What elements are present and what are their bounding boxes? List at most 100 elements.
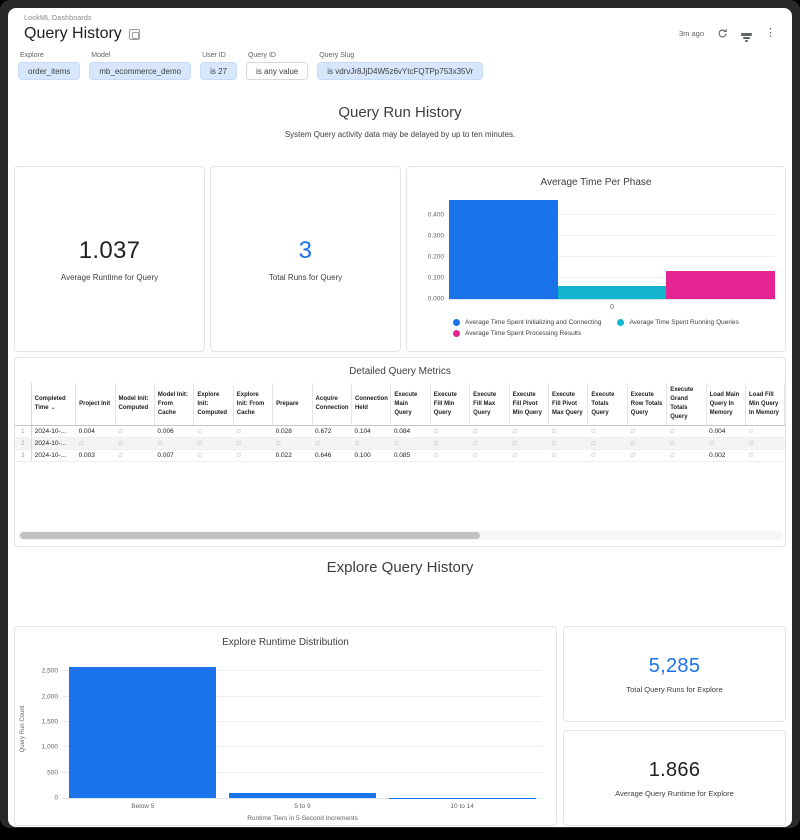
table-cell[interactable]: 0.085 [390,449,431,462]
column-header-explore-init-computed[interactable]: Explore Init: Computed [193,383,234,426]
table-cell[interactable]: ∅ [115,449,155,462]
refresh-icon[interactable] [717,28,728,39]
scrollbar-thumb[interactable] [20,532,480,539]
table-cell[interactable]: 0.006 [154,425,194,438]
table-cell[interactable]: ∅ [627,425,667,438]
column-header-execute-fill-min-query[interactable]: Execute Fill Min Query [430,383,471,426]
table-cell[interactable]: 0.022 [272,449,313,462]
column-header-execute-main-query[interactable]: Execute Main Query [390,383,431,426]
column-header-acquire-connection[interactable]: Acquire Connection [312,383,352,426]
table-cell[interactable]: ∅ [666,437,707,450]
table-cell[interactable]: ∅ [548,437,588,450]
table-cell[interactable]: 2024-10-... [31,425,76,438]
column-header-execute-row-totals-query[interactable]: Execute Row Totals Query [627,383,668,426]
filter-chip-query-id[interactable]: is any value [245,62,309,80]
table-cell[interactable]: 0.104 [351,425,391,438]
table-cell[interactable]: ∅ [666,425,707,438]
table-cell[interactable]: ∅ [430,425,470,438]
column-header-prepare[interactable]: Prepare [272,383,313,426]
table-cell[interactable]: ∅ [548,425,588,438]
table-cell[interactable]: 0.007 [154,449,194,462]
column-header-execute-fill-pivot-max-query[interactable]: Execute Fill Pivot Max Query [548,383,589,426]
kebab-menu-icon[interactable]: ⋮ [765,27,776,39]
table-cell[interactable]: 0.672 [312,425,352,438]
table-cell[interactable]: 0.646 [312,449,352,462]
column-header-execute-fill-pivot-min-query[interactable]: Execute Fill Pivot Min Query [509,383,549,426]
table-cell[interactable]: ∅ [233,425,273,438]
table-cell[interactable]: ∅ [75,437,116,450]
filter-model: Model mb_ecommerce_demo [89,52,192,80]
table-cell[interactable]: ∅ [312,437,352,450]
column-header-model-init-computed[interactable]: Model Init: Computed [115,383,155,426]
breadcrumb[interactable]: LookML Dashboards [24,15,92,22]
bar-average-time-spent-initializing-and-connecting[interactable] [449,200,558,299]
table-scroll-area[interactable]: Completed Time ⌄ Project Init Model Init: C… [15,383,785,462]
table-cell[interactable]: ∅ [233,437,273,450]
table-cell[interactable]: ∅ [469,437,510,450]
column-header-explore-init-from-cache[interactable]: Explore Init: From Cache [233,383,274,426]
column-header-load-main-query-in-memory[interactable]: Load Main Query In Memory [706,383,747,426]
table-cell[interactable]: ∅ [233,449,273,462]
column-header-completed-time[interactable]: Completed Time ⌄ [31,383,77,426]
table-cell[interactable]: ∅ [745,449,785,462]
table-cell[interactable]: 0.004 [75,425,116,438]
table-cell[interactable]: ∅ [193,425,234,438]
bar-average-time-spent-running-queries[interactable] [557,286,667,299]
table-cell[interactable]: 2024-10-... [31,449,76,462]
table-cell[interactable]: ∅ [587,425,628,438]
table-cell[interactable]: ∅ [193,449,234,462]
table-cell[interactable]: ∅ [745,425,785,438]
table-cell[interactable]: ∅ [666,449,707,462]
table-cell[interactable]: ∅ [469,425,510,438]
table-cell[interactable]: 0.084 [390,425,431,438]
table-cell[interactable]: ∅ [587,437,628,450]
table-cell[interactable]: ∅ [509,449,549,462]
table-cell[interactable]: ∅ [430,437,470,450]
chart-card-average-time-per-phase: Average Time Per Phase 0.000 0.100 0.200 0.… [406,166,786,352]
bar-5-to-9[interactable] [229,792,376,798]
table-cell[interactable]: 0.002 [706,449,746,462]
null-value: ∅ [236,429,242,435]
legend-label: Average Time Spent Initializing and Conn… [465,319,602,326]
table-cell[interactable]: ∅ [390,437,431,450]
table-cell[interactable]: ∅ [115,437,155,450]
table-cell[interactable]: ∅ [627,449,667,462]
table-cell[interactable]: 0.004 [706,425,746,438]
table-cell[interactable]: 0.003 [75,449,116,462]
table-cell[interactable]: ∅ [509,437,549,450]
lookml-dashboard-icon[interactable] [128,28,140,40]
null-value: ∅ [472,429,478,435]
table-cell[interactable]: ∅ [272,437,313,450]
table-cell[interactable]: ∅ [706,437,746,450]
table-cell[interactable]: ∅ [587,449,628,462]
column-header-execute-fill-max-query[interactable]: Execute Fill Max Query [469,383,510,426]
table-cell[interactable]: ∅ [469,449,510,462]
table-cell[interactable]: ∅ [745,437,785,450]
table-cell[interactable]: 0.100 [351,449,391,462]
bar-average-time-spent-processing-results[interactable] [666,270,775,299]
table-cell[interactable]: ∅ [115,425,155,438]
null-value: ∅ [196,429,203,435]
column-header-connection-held[interactable]: Connection Held [351,383,392,426]
filter-chip-model[interactable]: mb_ecommerce_demo [89,62,192,80]
table-cell[interactable]: ∅ [351,437,391,450]
column-header-execute-totals-query[interactable]: Execute Totals Query [587,383,628,426]
table-cell[interactable]: ∅ [430,449,470,462]
table-cell[interactable]: ∅ [154,437,194,450]
column-header-execute-grand-totals-query[interactable]: Execute Grand Totals Query [666,383,707,426]
filter-icon[interactable] [741,31,752,42]
table-cell[interactable]: ∅ [627,437,667,450]
table-cell[interactable]: ∅ [193,437,234,450]
table-cell[interactable]: 2024-10-... [31,437,76,450]
table-cell[interactable]: ∅ [548,449,588,462]
filter-chip-explore[interactable]: order_items [18,62,81,80]
table-cell[interactable]: ∅ [509,425,549,438]
column-header-project-init[interactable]: Project Init [75,383,116,426]
table-cell[interactable]: 0.028 [272,425,313,438]
filter-chip-user-id[interactable]: is 27 [200,62,237,80]
horizontal-scrollbar[interactable] [17,531,783,540]
column-header-load-fill-min-query-in-memory[interactable]: Load Fill Min Query In Memory [745,383,785,426]
filter-chip-query-slug[interactable]: is vdrvJr8JjD4W5z6vYtcFQTPp753x35Vr [317,62,484,80]
column-header-model-init-from-cache[interactable]: Model Init: From Cache [154,383,195,426]
bar-below-5[interactable] [69,666,217,798]
